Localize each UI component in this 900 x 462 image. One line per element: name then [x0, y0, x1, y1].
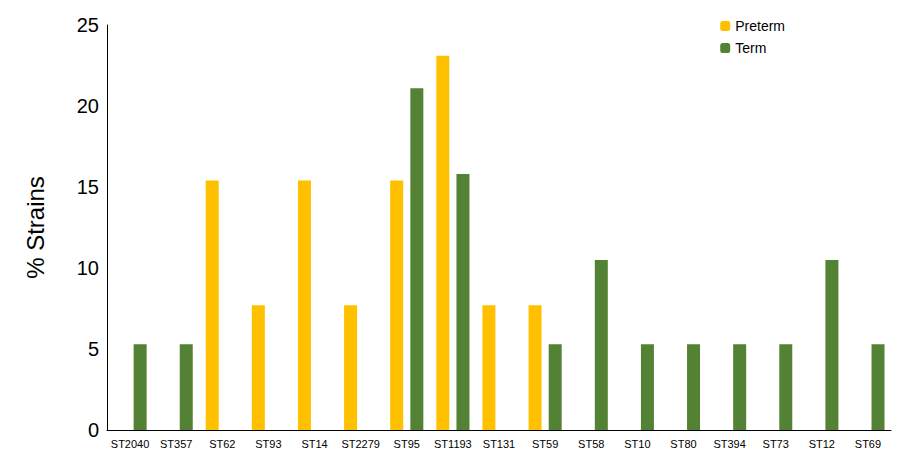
svg-text:ST93: ST93 — [255, 438, 281, 450]
svg-text:ST62: ST62 — [209, 438, 235, 450]
svg-text:ST80: ST80 — [670, 438, 696, 450]
svg-text:10: 10 — [77, 257, 99, 279]
svg-text:ST131: ST131 — [483, 438, 515, 450]
svg-text:5: 5 — [88, 338, 99, 360]
svg-text:ST12: ST12 — [809, 438, 835, 450]
svg-text:ST10: ST10 — [624, 438, 650, 450]
svg-text:0: 0 — [88, 419, 99, 441]
svg-text:ST69: ST69 — [855, 438, 881, 450]
svg-text:ST58: ST58 — [578, 438, 604, 450]
svg-text:15: 15 — [77, 176, 99, 198]
svg-text:ST2279: ST2279 — [341, 438, 380, 450]
svg-text:ST394: ST394 — [713, 438, 745, 450]
svg-text:% Strains: % Strains — [22, 176, 49, 279]
svg-text:25: 25 — [77, 14, 99, 36]
svg-text:20: 20 — [77, 95, 99, 117]
svg-text:ST14: ST14 — [301, 438, 327, 450]
svg-text:ST73: ST73 — [763, 438, 789, 450]
svg-text:ST1193: ST1193 — [434, 438, 472, 450]
svg-text:Preterm: Preterm — [735, 18, 785, 34]
svg-text:ST59: ST59 — [532, 438, 558, 450]
svg-text:ST95: ST95 — [394, 438, 420, 450]
svg-text:ST357: ST357 — [160, 438, 192, 450]
svg-text:Term: Term — [735, 40, 766, 56]
svg-text:ST2040: ST2040 — [111, 438, 150, 450]
